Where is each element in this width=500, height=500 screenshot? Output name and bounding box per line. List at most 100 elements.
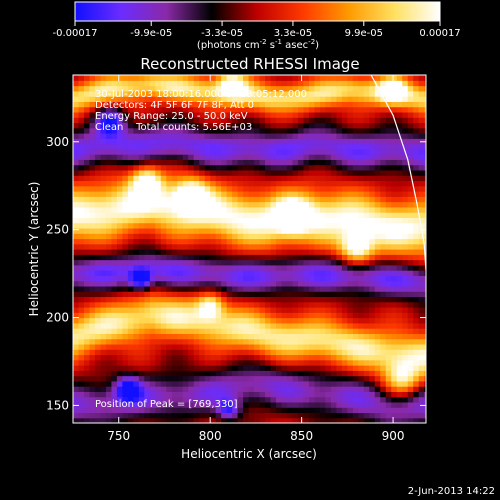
heatmap-cell bbox=[391, 191, 398, 197]
heatmap-cell bbox=[297, 386, 305, 392]
heatmap-cell bbox=[424, 280, 426, 287]
heatmap-cell bbox=[160, 243, 167, 250]
heatmap-cell bbox=[105, 396, 113, 403]
heatmap-cell bbox=[138, 328, 145, 334]
heatmap-cell bbox=[73, 159, 80, 166]
heatmap-cell bbox=[232, 380, 239, 387]
heatmap-cell bbox=[215, 154, 222, 160]
heatmap-cell bbox=[83, 301, 91, 308]
heatmap-cell bbox=[276, 206, 283, 213]
heatmap-cell bbox=[221, 148, 228, 155]
heatmap-cell bbox=[352, 75, 359, 81]
heatmap-cell bbox=[133, 254, 140, 261]
heatmap-cell bbox=[418, 259, 425, 266]
heatmap-cell bbox=[111, 191, 118, 197]
heatmap-cell bbox=[122, 380, 129, 387]
heatmap-cell bbox=[380, 117, 387, 124]
heatmap-cell bbox=[177, 217, 184, 224]
heatmap-cell bbox=[215, 259, 222, 266]
heatmap-cell bbox=[144, 201, 151, 208]
heatmap-cell bbox=[330, 122, 337, 129]
heatmap-cell bbox=[226, 270, 233, 276]
heatmap-cell bbox=[182, 322, 189, 329]
heatmap-cell bbox=[319, 159, 327, 166]
heatmap-cell bbox=[413, 191, 420, 197]
heatmap-cell bbox=[78, 365, 85, 371]
heatmap-cell bbox=[94, 391, 102, 398]
heatmap-cell bbox=[177, 307, 184, 313]
heatmap-cell bbox=[127, 249, 134, 255]
heatmap-cell bbox=[265, 359, 272, 366]
heatmap-cell bbox=[336, 249, 343, 255]
heatmap-cell bbox=[385, 396, 392, 403]
heatmap-cell bbox=[303, 233, 310, 240]
heatmap-cell bbox=[155, 275, 162, 282]
heatmap-cell bbox=[358, 407, 365, 414]
heatmap-cell bbox=[127, 90, 134, 97]
heatmap-cell bbox=[199, 417, 206, 423]
heatmap-cell bbox=[177, 301, 184, 308]
heatmap-cell bbox=[133, 122, 140, 129]
heatmap-cell bbox=[336, 80, 343, 87]
heatmap-cell bbox=[83, 180, 91, 187]
heatmap-cell bbox=[105, 233, 113, 240]
heatmap-cell bbox=[237, 412, 244, 419]
heatmap-cell bbox=[319, 75, 327, 81]
heatmap-cell bbox=[380, 375, 387, 382]
heatmap-cell bbox=[105, 159, 113, 166]
heatmap-cell bbox=[100, 317, 107, 324]
heatmap-cell bbox=[297, 148, 305, 155]
heatmap-cell bbox=[210, 243, 217, 250]
heatmap-cell bbox=[352, 417, 359, 423]
heatmap-cell bbox=[78, 191, 85, 197]
heatmap-cell bbox=[100, 391, 107, 398]
heatmap-cell bbox=[374, 328, 381, 334]
heatmap-cell bbox=[210, 117, 217, 124]
heatmap-cell bbox=[358, 365, 365, 371]
heatmap-cell bbox=[133, 159, 140, 166]
heatmap-cell bbox=[352, 359, 359, 366]
heatmap-cell bbox=[424, 212, 426, 218]
heatmap-cell bbox=[188, 338, 195, 345]
heatmap-cell bbox=[418, 185, 425, 192]
heatmap-cell bbox=[413, 354, 420, 361]
heatmap-cell bbox=[265, 75, 272, 81]
heatmap-cell bbox=[303, 391, 310, 398]
heatmap-cell bbox=[204, 401, 211, 408]
heatmap-cell bbox=[237, 312, 244, 319]
heatmap-cell bbox=[237, 217, 244, 224]
heatmap-cell bbox=[325, 238, 332, 245]
heatmap-cell bbox=[94, 365, 102, 371]
heatmap-cell bbox=[89, 238, 96, 245]
heatmap-cell bbox=[144, 396, 151, 403]
heatmap-cell bbox=[391, 354, 398, 361]
heatmap-cell bbox=[215, 238, 222, 245]
heatmap-cell bbox=[281, 275, 288, 282]
heatmap-cell bbox=[270, 270, 277, 276]
heatmap-cell bbox=[363, 206, 370, 213]
heatmap-cell bbox=[149, 365, 156, 371]
heatmap-cell bbox=[341, 101, 348, 108]
heatmap-cell bbox=[358, 148, 365, 155]
heatmap-cell bbox=[281, 249, 288, 255]
heatmap-cell bbox=[413, 301, 420, 308]
heatmap-cell bbox=[396, 191, 403, 197]
heatmap-cell bbox=[116, 417, 123, 423]
heatmap-cell bbox=[297, 175, 305, 182]
heatmap-cell bbox=[177, 270, 184, 276]
heatmap-cell bbox=[177, 175, 184, 182]
heatmap-cell bbox=[276, 417, 283, 423]
heatmap-cell bbox=[276, 375, 283, 382]
heatmap-cell bbox=[138, 227, 145, 234]
heatmap-cell bbox=[413, 407, 420, 414]
heatmap-cell bbox=[352, 296, 359, 303]
heatmap-cell bbox=[336, 85, 343, 92]
heatmap-cell bbox=[127, 280, 134, 287]
x-tick-label: 800 bbox=[199, 429, 222, 443]
heatmap-cell bbox=[259, 111, 266, 118]
heatmap-cell bbox=[166, 254, 173, 261]
heatmap-cell bbox=[248, 75, 255, 81]
heatmap-cell bbox=[171, 412, 178, 419]
heatmap-cell bbox=[374, 117, 381, 124]
heatmap-cell bbox=[413, 396, 420, 403]
